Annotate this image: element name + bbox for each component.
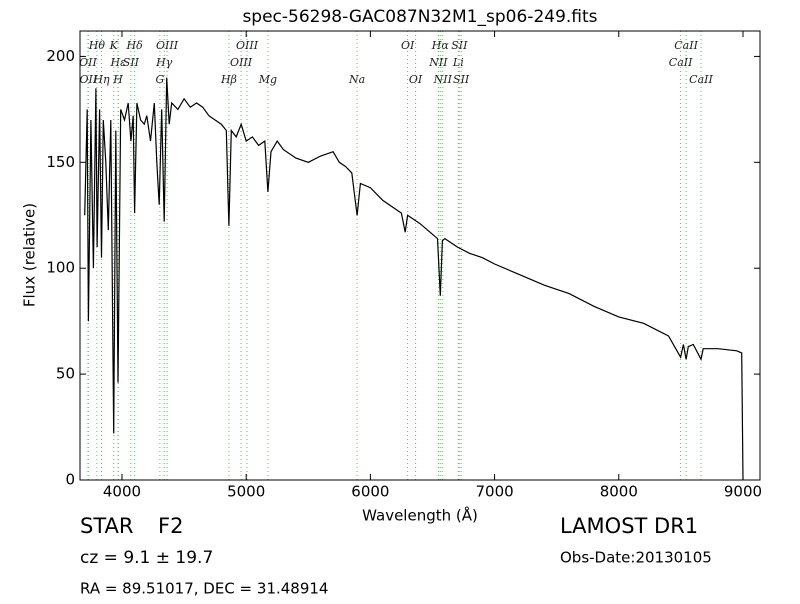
spectral-line-label: H	[112, 73, 123, 86]
spectral-line-label: CaII	[674, 39, 698, 52]
spectrum-line	[84, 77, 744, 481]
spectral-line-label: K	[109, 39, 119, 52]
spectral-line-label: Na	[348, 73, 365, 86]
spectral-line-label: Hε	[110, 56, 127, 69]
spectral-line-label: NII	[428, 56, 448, 69]
coordinates: RA = 89.51017, DEC = 31.48914	[80, 580, 328, 598]
spectral-line-label: Hθ	[88, 39, 106, 52]
x-axis-label: Wavelength (Å)	[362, 506, 478, 525]
spectral-line-label: Hα	[431, 39, 450, 52]
y-tick-label: 0	[65, 471, 75, 489]
spectral-line-label: NII	[433, 73, 453, 86]
spectral-line-label: CaII	[689, 73, 713, 86]
survey: LAMOST DR1	[560, 514, 698, 538]
obs-date: Obs-Date:20130105	[560, 549, 712, 567]
x-tick-label: 9000	[724, 483, 762, 501]
redshift: cz = 9.1 ± 19.7	[80, 548, 213, 568]
x-tick-label: 4000	[103, 483, 141, 501]
spectral-line-label: OIII	[230, 56, 253, 69]
x-tick-label: 7000	[475, 483, 513, 501]
spectral-line-label: Hβ	[220, 73, 237, 86]
spectral-line-label: OIII	[236, 39, 259, 52]
spectral-line-label: OIII	[156, 39, 179, 52]
spectral-line-label: Hη	[92, 73, 110, 86]
x-tick-label: 6000	[351, 483, 389, 501]
spectral-line-label: OI	[401, 39, 415, 52]
y-tick-label: 50	[56, 365, 75, 383]
subclass: F2	[158, 514, 183, 538]
spectral-line-label: CaII	[669, 56, 693, 69]
spectral-line-label: Hδ	[126, 39, 144, 52]
spectral-line-label: SII	[451, 39, 468, 52]
y-tick-label: 100	[46, 259, 75, 277]
spectral-line-label: OI	[409, 73, 423, 86]
spectral-line-label: G	[155, 73, 164, 86]
spectral-line-label: OII	[79, 56, 97, 69]
spectral-line-label: SII	[453, 73, 470, 86]
object-class: STAR	[80, 514, 133, 538]
spectral-line-label: Mg	[258, 73, 277, 86]
y-tick-label: 200	[46, 47, 75, 65]
x-tick-label: 5000	[227, 483, 265, 501]
spectral-line-label: OII	[79, 73, 97, 86]
chart-title: spec-56298-GAC087N32M1_sp06-249.fits	[242, 7, 597, 27]
spectral-line-label: SII	[123, 56, 140, 69]
y-axis-label: Flux (relative)	[21, 203, 39, 307]
y-tick-label: 150	[46, 153, 75, 171]
x-tick-label: 8000	[600, 483, 638, 501]
spectral-line-label: Hγ	[155, 56, 173, 69]
spectral-line-label: Li	[452, 56, 464, 69]
plot-frame	[79, 30, 761, 481]
